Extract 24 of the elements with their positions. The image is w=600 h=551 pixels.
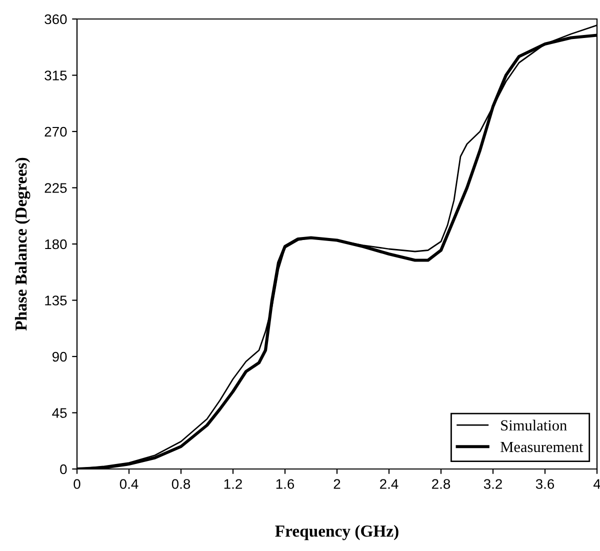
x-tick-label: 1.6 [276,479,294,489]
x-axis-title: Frequency (GHz) [275,525,398,540]
y-tick-label: 315 [44,70,67,80]
y-tick-label: 0 [60,464,67,474]
y-tick-label: 180 [45,239,67,250]
legend-label: Measurement [500,442,584,452]
x-tick-label: 1.2 [224,479,242,489]
x-tick-label: 3.6 [536,479,554,489]
legend-label: Simulation [501,420,567,431]
y-tick-label: 45 [52,408,67,418]
y-axis-title: Phase Balance (Degrees) [14,158,30,331]
y-tick-label: 90 [52,352,67,362]
x-tick-label: 2 [334,479,340,489]
x-tick-label: 3.2 [484,479,502,489]
x-tick-label: 2.4 [380,479,398,489]
y-tick-label: 135 [45,296,67,306]
x-tick-label: 2.8 [432,479,450,489]
y-tick-label: 225 [44,183,67,193]
y-tick-label: 360 [44,14,67,24]
x-tick-label: 0.4 [120,479,138,489]
x-tick-label: 0 [74,479,80,489]
y-tick-label: 270 [44,126,67,137]
x-tick-label: 0.8 [172,479,190,489]
x-tick-label: 4 [593,479,600,489]
